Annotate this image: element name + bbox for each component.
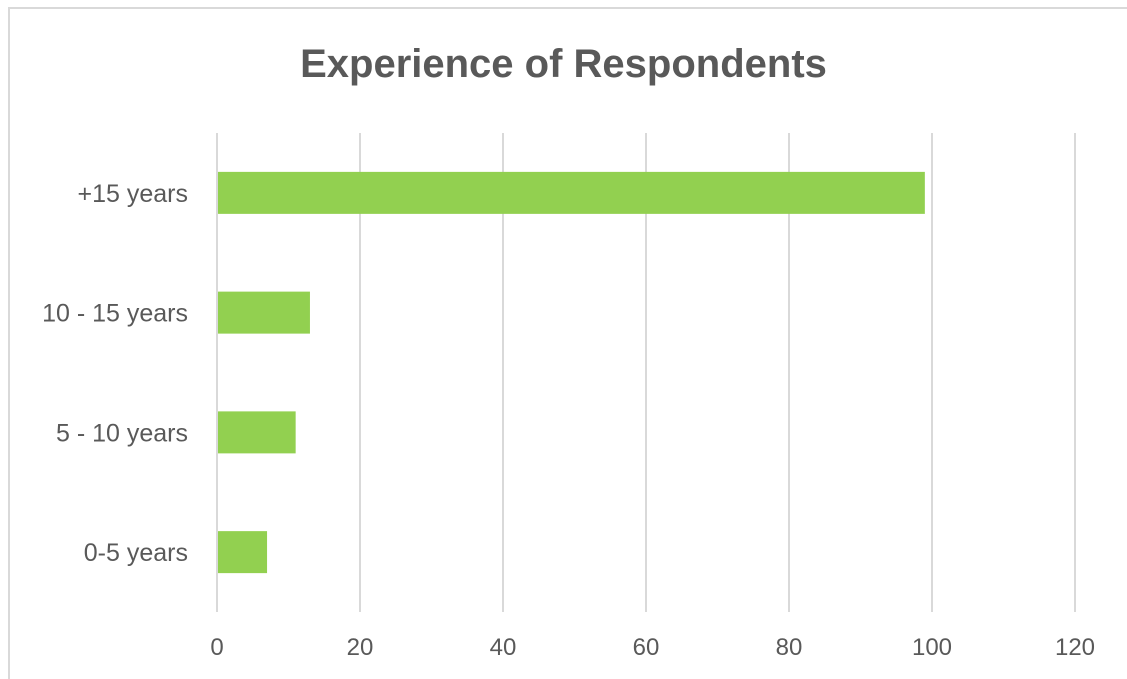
- bar: [218, 411, 296, 454]
- category-label: +15 years: [78, 180, 189, 208]
- x-tick-label: 20: [347, 634, 374, 661]
- category-labels: +15 years 10 - 15 years 5 - 10 years 0-5 ye…: [42, 180, 188, 567]
- category-label: 5 - 10 years: [56, 419, 188, 447]
- category-label: 0-5 years: [84, 539, 188, 567]
- category-label: 10 - 15 years: [42, 300, 188, 328]
- x-tick-label: 0: [210, 634, 223, 661]
- chart-area: [8, 7, 1127, 679]
- bar: [218, 171, 925, 214]
- bars: [218, 171, 925, 574]
- x-tick-label: 100: [912, 634, 952, 661]
- bar: [218, 291, 310, 334]
- bar: [218, 531, 268, 574]
- x-tick-label: 120: [1055, 634, 1095, 661]
- x-tick-labels: 0 20 40 60 80 100 120: [210, 634, 1095, 661]
- x-tick-label: 40: [490, 634, 517, 661]
- x-tick-label: 80: [776, 634, 803, 661]
- x-tick-label: 60: [633, 634, 660, 661]
- chart-title: Experience of Respondents: [300, 42, 827, 86]
